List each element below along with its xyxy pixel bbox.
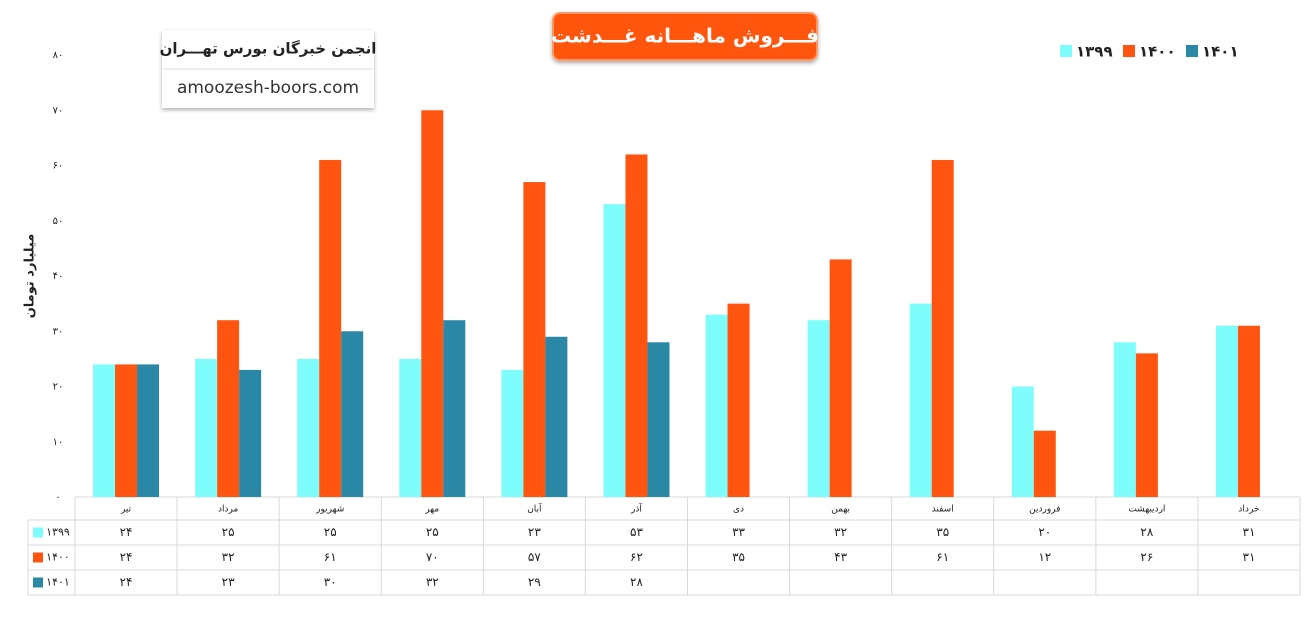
bar <box>727 303 750 497</box>
x-tick-label: مرداد <box>218 505 238 515</box>
table-value: ۶۱ <box>936 550 949 564</box>
bar <box>807 320 830 497</box>
legend-label: ۱۳۹۹ <box>1076 43 1113 61</box>
table-value: ۴۳ <box>834 550 847 564</box>
bar <box>115 364 138 497</box>
bar <box>137 364 160 497</box>
bar <box>421 110 444 497</box>
bar <box>1033 430 1056 497</box>
table-value: ۲۳ <box>222 575 235 589</box>
bar <box>523 182 546 497</box>
bar <box>217 320 240 497</box>
table-value: ۲۸ <box>1140 525 1153 539</box>
x-tick-label: بهمن <box>831 505 850 515</box>
bar <box>195 358 218 497</box>
y-tick-label: ۸۰ <box>53 50 64 61</box>
bar <box>829 259 852 497</box>
bar <box>341 331 364 497</box>
table-value: ۶۲ <box>630 550 643 564</box>
table-legend-key <box>33 577 43 588</box>
table-value: ۵۳ <box>630 525 643 539</box>
y-tick-label: ۶۰ <box>53 161 64 172</box>
table-value: ۶۱ <box>324 550 337 564</box>
table-value: ۳۱ <box>1243 525 1256 539</box>
bar <box>1113 342 1136 497</box>
table-value: ۳۲ <box>834 525 847 539</box>
bar <box>705 314 728 497</box>
bar <box>647 342 670 497</box>
legend-key <box>1060 45 1072 57</box>
y-tick-label: ۱۰ <box>53 437 64 448</box>
legend-key <box>1123 45 1135 57</box>
bar <box>603 204 626 498</box>
y-tick-label: ۴۰ <box>53 271 64 282</box>
table-value: ۳۰ <box>324 575 337 589</box>
x-tick-label: دی <box>733 505 744 515</box>
table-legend-key <box>33 552 43 563</box>
table-value: ۲۵ <box>426 525 439 539</box>
legend-label: ۱۴۰۰ <box>1139 43 1176 61</box>
table-value: ۲۴ <box>120 575 133 589</box>
table-value: ۳۳ <box>732 525 745 539</box>
table-value: ۳۵ <box>732 550 745 564</box>
bar <box>1215 325 1238 497</box>
bar <box>399 358 422 497</box>
bar <box>239 369 262 497</box>
table-value: ۲۰ <box>1038 525 1051 539</box>
chart-title: فـــروش ماهـــانه غـــدشت <box>551 24 819 48</box>
x-tick-label: مهر <box>424 505 439 515</box>
table-value: ۲۴ <box>120 525 133 539</box>
x-tick-label: اردیبهشت <box>1128 505 1165 515</box>
table-value: ۲۳ <box>528 525 541 539</box>
table-legend-key <box>33 527 43 538</box>
table-value: ۵۷ <box>528 550 541 564</box>
bar <box>545 336 568 497</box>
table-value: ۲۴ <box>120 550 133 564</box>
y-tick-label: ۳۰ <box>53 326 64 337</box>
bar <box>443 320 466 497</box>
table-value: ۲۹ <box>528 575 541 589</box>
table-value: ۲۸ <box>630 575 643 589</box>
table-value: ۳۱ <box>1243 550 1256 564</box>
watermark-name: انجمن خبرگان بورس تهـــران <box>160 40 377 58</box>
bar <box>297 358 320 497</box>
y-tick-label: ۲۰ <box>53 382 64 393</box>
table-value: ۲۵ <box>324 525 337 539</box>
x-tick-label: اسفند <box>932 505 954 515</box>
title-box <box>552 12 818 61</box>
table-series-name: ۱۴۰۱ <box>46 576 70 589</box>
table-series-name: ۱۴۰۰ <box>46 551 70 564</box>
table-value: ۳۲ <box>426 575 439 589</box>
table-value: ۲۶ <box>1140 550 1153 564</box>
x-tick-label: آبان <box>527 503 542 515</box>
legend-label: ۱۴۰۱ <box>1202 43 1239 61</box>
bar <box>1135 353 1158 497</box>
y-tick-label: ۰ <box>55 492 60 503</box>
x-tick-label: فروردین <box>1029 505 1060 515</box>
bar <box>501 369 524 497</box>
x-tick-label: شهریور <box>315 505 344 515</box>
y-tick-label: ۵۰ <box>53 216 64 227</box>
y-axis-label: میلیارد تومان <box>23 234 38 319</box>
legend-key <box>1186 45 1198 57</box>
table-series-name: ۱۳۹۹ <box>46 526 70 539</box>
watermark-site: amoozesh-boors.com <box>177 78 359 98</box>
bar <box>93 364 116 497</box>
table-value: ۳۵ <box>936 525 949 539</box>
bar <box>1237 325 1260 497</box>
bar <box>625 154 648 497</box>
table-value: ۳۲ <box>222 550 235 564</box>
table-value: ۲۵ <box>222 525 235 539</box>
x-tick-label: خرداد <box>1238 505 1259 515</box>
table-value: ۱۲ <box>1038 550 1051 564</box>
bar <box>909 303 932 497</box>
bar <box>1011 386 1034 497</box>
x-tick-label: آذر <box>630 503 642 515</box>
table-value: ۷۰ <box>426 550 439 564</box>
y-tick-label: ۷۰ <box>53 105 64 116</box>
bar <box>931 159 954 497</box>
x-tick-label: تیر <box>120 505 132 515</box>
bar <box>319 159 342 497</box>
